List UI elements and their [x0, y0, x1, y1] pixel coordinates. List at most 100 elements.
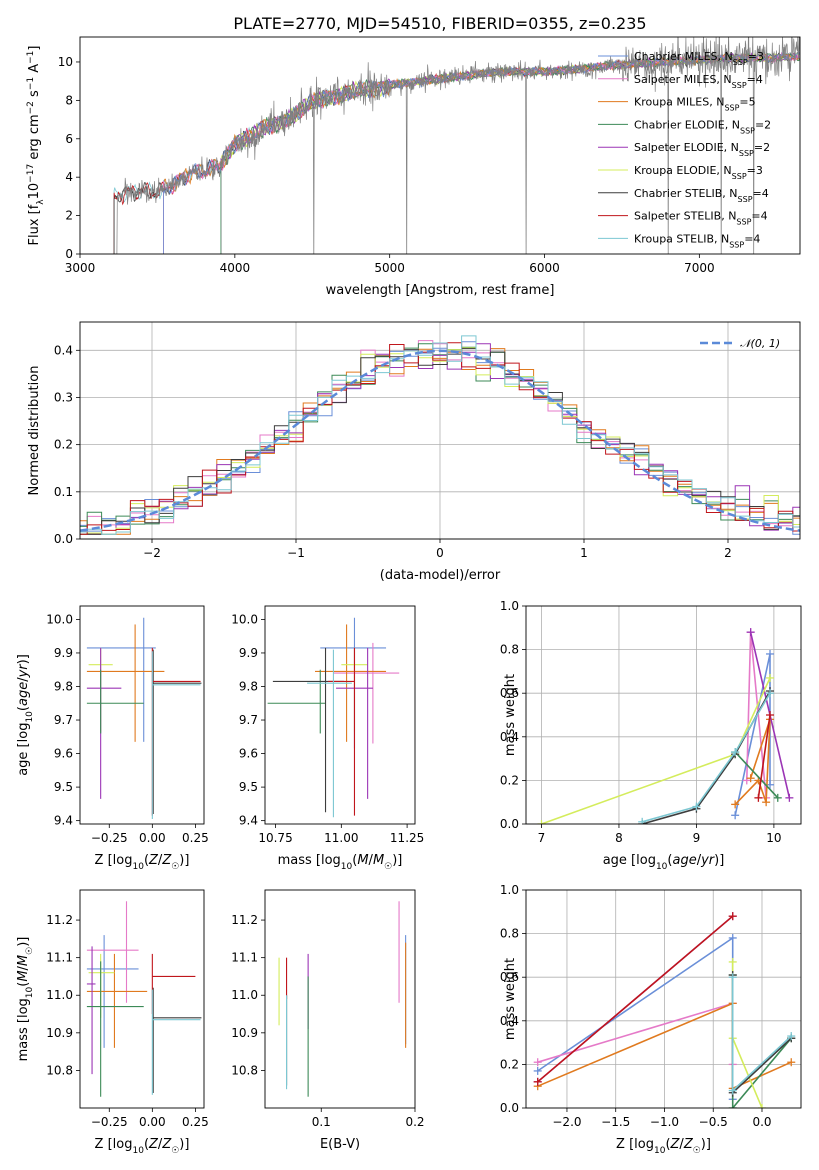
weight-vs-Z-ytick-label: 1.0 [500, 883, 519, 897]
weight-vs-Z-ylabel: mass weight [503, 958, 518, 1040]
weight-vs-age-xlabel: age [log10(age/yr)] [603, 853, 725, 872]
weight-vs-Z-plot-area [533, 912, 796, 1108]
age-vs-mass-xtick-label: 11.25 [390, 831, 424, 845]
residual-histogram-kroupa-elodie [80, 347, 800, 535]
weight-line-chabrier-stelib [641, 690, 771, 824]
mass-vs-Z-xtick-label: 0.25 [182, 1115, 209, 1129]
mass-vs-Z-ytick-label: 11.2 [46, 913, 73, 927]
weight-vs-Z-axes: −2.0 −1.5 −1.0 −0.5 0.0 0.0 0.2 0.4 0.6 0.8 1.0 [500, 883, 801, 1129]
residuals-ylabel: Normed distribution [27, 366, 42, 496]
spectrum-xtick-label: 4000 [220, 261, 251, 275]
normal-curve [80, 349, 800, 532]
mass-vs-Z-ytick-label: 10.9 [46, 1026, 73, 1040]
weight-vs-age-ytick-label: 0.6 [500, 686, 519, 700]
weight-vs-age-ytick-label: 0.4 [500, 730, 519, 744]
weight-vs-age-frame [525, 605, 802, 825]
mass-vs-EBV-xtick-label: 0.2 [405, 1115, 424, 1129]
residual-histogram-kroupa-stelib [80, 335, 800, 535]
residuals-xtick-label: −1 [287, 546, 305, 560]
mass-vs-EBV-frame [264, 889, 416, 1109]
age-vs-mass-ytick-label: 9.9 [239, 646, 258, 660]
age-vs-Z-ytick-label: 9.4 [54, 814, 73, 828]
residuals-xtick-label: 2 [724, 546, 732, 560]
residual-histogram-kroupa-miles [80, 348, 800, 535]
weight-vs-Z-xtick-label: −1.0 [650, 1115, 679, 1129]
age-vs-Z-ytick-label: 9.6 [54, 747, 73, 761]
age-vs-mass-xtick-label: 11.00 [324, 831, 358, 845]
age-vs-Z-axes: −0.25 0.00 0.25 9.4 9.5 9.6 9.7 9.8 9.9 10.0 [46, 612, 208, 845]
age-vs-mass-plot-area [267, 617, 400, 818]
mass-vs-Z-xtick-label: 0.00 [139, 1115, 166, 1129]
spectrum-xtick-label: 6000 [529, 261, 560, 275]
spectrum-xtick-label: 3000 [65, 261, 96, 275]
residuals-ytick-label: 0.0 [54, 532, 73, 546]
age-vs-Z-ytick-label: 10.0 [46, 612, 73, 626]
age-vs-Z-xtick-label: 0.25 [182, 831, 209, 845]
age-vs-mass-frame [264, 605, 416, 825]
weight-vs-Z-xtick-label: −0.5 [699, 1115, 728, 1129]
mass-vs-EBV-xlabel: E(B-V) [320, 1137, 360, 1152]
age-vs-mass-ytick-label: 9.6 [239, 747, 258, 761]
weight-vs-Z-ytick-label: 0.6 [500, 970, 519, 984]
spectrum-ytick-label: 8 [65, 93, 73, 107]
weight-vs-age-xtick-label: 10 [766, 831, 781, 845]
legend-label: Salpeter STELIB, NSSP=4 [634, 210, 768, 227]
residuals-legend-label: 𝒩(0, 1) [740, 337, 780, 350]
spectrum-axes: 3000 4000 5000 6000 7000 0 2 4 6 8 10 [58, 55, 715, 275]
weight-vs-age-xtick-label: 8 [615, 831, 623, 845]
mass-vs-EBV-axes: 0.1 0.2 10.8 10.9 11.0 11.1 11.2 [231, 913, 424, 1129]
spectrum-ytick-label: 4 [65, 170, 73, 184]
residuals-plot-area [80, 335, 800, 535]
residual-histogram-salpeter-stelib [80, 342, 800, 535]
residuals-frame [79, 321, 801, 540]
weight-line-salpeter-stelib [537, 915, 734, 1083]
legend-label: Salpeter ELODIE, NSSP=2 [634, 141, 770, 158]
weight-vs-age-ytick-label: 0.8 [500, 643, 519, 657]
age-vs-Z-xlabel: Z [log10(Z/Z☉)] [95, 853, 190, 872]
spectrum-xtick-label: 7000 [684, 261, 715, 275]
spectrum-ytick-label: 0 [65, 247, 73, 261]
weight-vs-Z-ytick-label: 0.0 [500, 1101, 519, 1115]
mass-vs-Z-frame [79, 889, 205, 1109]
age-vs-Z-frame [79, 605, 205, 825]
weight-line-chabrier-elodie [734, 751, 779, 799]
legend-label: Chabrier ELODIE, NSSP=2 [634, 118, 771, 135]
spectrum-ytick-label: 2 [65, 209, 73, 223]
mass-vs-EBV-ytick-label: 10.8 [231, 1063, 258, 1077]
mass-vs-Z-ytick-label: 11.1 [46, 951, 73, 965]
weight-vs-age-plot-area [537, 628, 794, 824]
spectrum-frame [79, 36, 801, 255]
age-vs-mass-ytick-label: 10.0 [231, 612, 258, 626]
age-vs-mass-ytick-label: 9.5 [239, 780, 258, 794]
spectrum-ytick-label: 6 [65, 132, 73, 146]
spectrum-ylabel: Flux [fλ10−17 erg cm−2 s−1 A−1] [26, 46, 46, 246]
spectrum-plot-area [113, 37, 800, 254]
spectrum-legend: Chabrier MILES, NSSP=3 Salpeter MILES, NS… [598, 50, 771, 249]
age-vs-mass-ytick-label: 9.4 [239, 814, 258, 828]
weight-vs-Z-ytick-label: 0.2 [500, 1057, 519, 1071]
mass-vs-Z-ytick-label: 10.8 [46, 1063, 73, 1077]
residuals-ytick-label: 0.2 [54, 438, 73, 452]
weight-vs-Z-xtick-label: −1.5 [601, 1115, 630, 1129]
mass-vs-Z-xlabel: Z [log10(Z/Z☉)] [95, 1137, 190, 1156]
age-vs-Z-plot-area [86, 617, 202, 819]
legend-label: Kroupa MILES, NSSP=5 [634, 96, 756, 113]
age-vs-mass-ytick-label: 9.7 [239, 713, 258, 727]
spectrum-xtick-label: 5000 [374, 261, 405, 275]
mass-vs-EBV-xtick-label: 0.1 [312, 1115, 331, 1129]
mass-vs-Z-xtick-label: −0.25 [91, 1115, 128, 1129]
mass-vs-Z-axes: −0.25 0.00 0.25 10.8 10.9 11.0 11.1 11.2 [46, 913, 208, 1129]
weight-line-salpeter-stelib [757, 714, 771, 798]
weight-line-kroupa-stelib [641, 692, 771, 823]
weight-vs-age-ylabel: mass weight [503, 674, 518, 756]
mass-vs-EBV-ytick-label: 11.2 [231, 913, 258, 927]
age-vs-Z-xtick-label: 0.00 [139, 831, 166, 845]
weight-vs-Z-ytick-label: 0.4 [500, 1014, 519, 1028]
age-vs-Z-ytick-label: 9.7 [54, 713, 73, 727]
residuals-ytick-label: 0.1 [54, 485, 73, 499]
residuals-xlabel: (data-model)/error [380, 568, 501, 583]
weight-vs-age-xtick-label: 9 [693, 831, 701, 845]
spectrum-xlabel: wavelength [Angstrom, rest frame] [326, 283, 555, 298]
residuals-ytick-label: 0.3 [54, 390, 73, 404]
